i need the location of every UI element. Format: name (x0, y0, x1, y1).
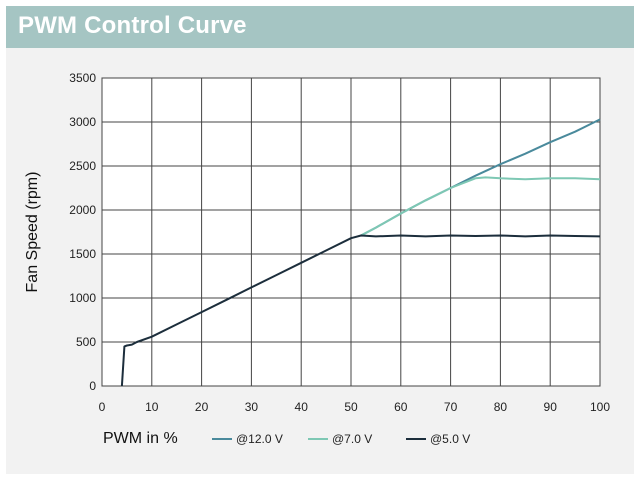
x-tick-label: 60 (394, 400, 408, 414)
x-tick-label: 40 (295, 400, 309, 414)
x-axis-label: PWM in % (103, 430, 178, 447)
legend-label: @5.0 V (430, 432, 470, 446)
legend-label: @12.0 V (236, 432, 283, 446)
series-line (120, 234, 601, 387)
y-tick-label: 0 (89, 379, 96, 393)
x-tick-label: 90 (544, 400, 558, 414)
x-tick-label: 30 (245, 400, 259, 414)
y-tick-label: 500 (76, 335, 96, 349)
series-line (360, 176, 601, 237)
legend-label: @7.0 V (332, 432, 372, 446)
y-axis-label: Fan Speed (rpm) (24, 172, 41, 293)
x-tick-label: 70 (444, 400, 458, 414)
y-tick-label: 3500 (69, 71, 96, 85)
y-tick-label: 2000 (69, 203, 96, 217)
x-tick-label: 50 (344, 400, 358, 414)
chart-header: PWM Control Curve (6, 6, 634, 48)
x-tick-label: 20 (195, 400, 209, 414)
y-tick-label: 2500 (69, 159, 96, 173)
y-tick-label: 1000 (69, 291, 96, 305)
x-tick-label: 80 (494, 400, 508, 414)
x-tick-label: 100 (590, 400, 610, 414)
y-tick-label: 3000 (69, 115, 96, 129)
x-tick-label: 0 (99, 400, 106, 414)
y-tick-label: 1500 (69, 247, 96, 261)
chart-title: PWM Control Curve (18, 12, 247, 39)
x-tick-label: 10 (145, 400, 159, 414)
